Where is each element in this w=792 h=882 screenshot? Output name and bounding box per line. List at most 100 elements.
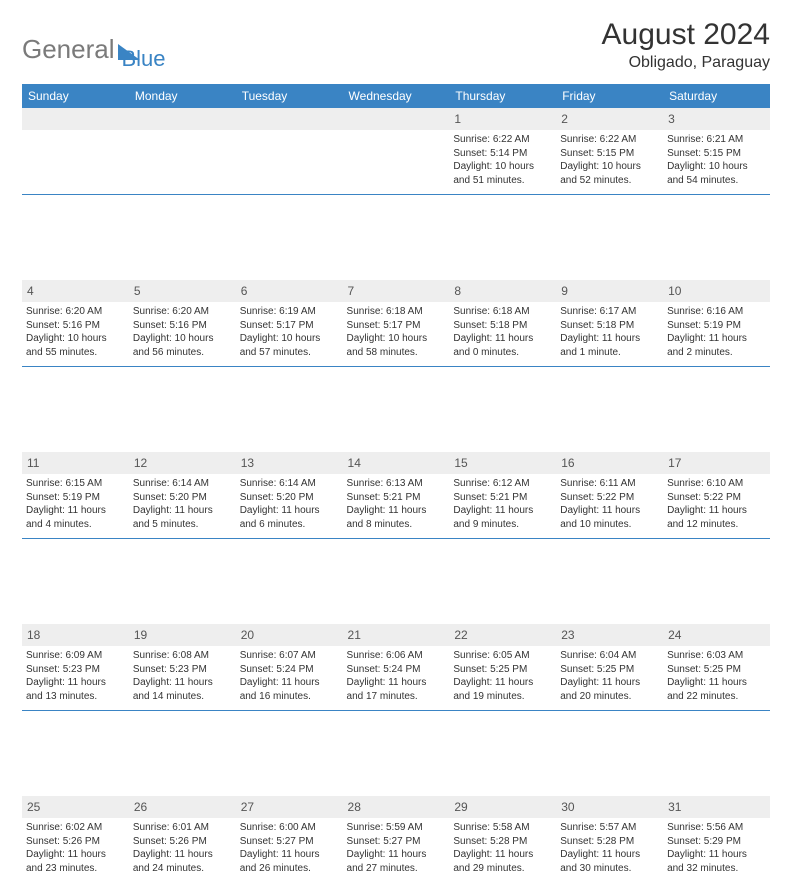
week-row: 18Sunrise: 6:09 AMSunset: 5:23 PMDayligh… [22, 624, 770, 710]
sunset-text: Sunset: 5:20 PM [240, 491, 339, 505]
sunset-text: Sunset: 5:15 PM [560, 147, 659, 161]
logo: General Blue [22, 18, 166, 72]
day-cell: 16Sunrise: 6:11 AMSunset: 5:22 PMDayligh… [556, 452, 663, 538]
day-cell: 6Sunrise: 6:19 AMSunset: 5:17 PMDaylight… [236, 280, 343, 366]
week-row: 25Sunrise: 6:02 AMSunset: 5:26 PMDayligh… [22, 796, 770, 882]
daylight-text: Daylight: 11 hours and 1 minute. [560, 332, 659, 359]
sunset-text: Sunset: 5:25 PM [560, 663, 659, 677]
sunset-text: Sunset: 5:14 PM [453, 147, 552, 161]
day-number: 22 [449, 624, 556, 646]
sunrise-text: Sunrise: 6:07 AM [240, 649, 339, 663]
daylight-text: Daylight: 10 hours and 55 minutes. [26, 332, 125, 359]
sunset-text: Sunset: 5:18 PM [560, 319, 659, 333]
sunset-text: Sunset: 5:23 PM [26, 663, 125, 677]
sunrise-text: Sunrise: 6:03 AM [667, 649, 766, 663]
day-number: 4 [22, 280, 129, 302]
day-number: 11 [22, 452, 129, 474]
day-number: 25 [22, 796, 129, 818]
day-number: 19 [129, 624, 236, 646]
day-number: 1 [449, 108, 556, 130]
day-number: 8 [449, 280, 556, 302]
dayname: Friday [556, 84, 663, 108]
daylight-text: Daylight: 11 hours and 30 minutes. [560, 848, 659, 875]
sunrise-text: Sunrise: 6:17 AM [560, 305, 659, 319]
sunrise-text: Sunrise: 6:16 AM [667, 305, 766, 319]
day-cell: 11Sunrise: 6:15 AMSunset: 5:19 PMDayligh… [22, 452, 129, 538]
day-number: 29 [449, 796, 556, 818]
day-number: 21 [343, 624, 450, 646]
day-cell: 8Sunrise: 6:18 AMSunset: 5:18 PMDaylight… [449, 280, 556, 366]
sunrise-text: Sunrise: 5:56 AM [667, 821, 766, 835]
week-row: 4Sunrise: 6:20 AMSunset: 5:16 PMDaylight… [22, 280, 770, 366]
sunrise-text: Sunrise: 6:19 AM [240, 305, 339, 319]
day-number: 6 [236, 280, 343, 302]
day-number: 15 [449, 452, 556, 474]
day-number [129, 108, 236, 130]
location: Obligado, Paraguay [602, 54, 770, 72]
daylight-text: Daylight: 10 hours and 51 minutes. [453, 160, 552, 187]
dayname: Thursday [449, 84, 556, 108]
daylight-text: Daylight: 11 hours and 12 minutes. [667, 504, 766, 531]
daylight-text: Daylight: 11 hours and 17 minutes. [347, 676, 446, 703]
sunset-text: Sunset: 5:26 PM [133, 835, 232, 849]
dayname: Wednesday [343, 84, 450, 108]
sunset-text: Sunset: 5:28 PM [560, 835, 659, 849]
day-cell: 5Sunrise: 6:20 AMSunset: 5:16 PMDaylight… [129, 280, 236, 366]
week-row: 11 Sunrise: 6:15 AMSunset: 5:19 PM Dayligh… [22, 452, 770, 538]
sunset-text: Sunset: 5:21 PM [347, 491, 446, 505]
daylight-text: Daylight: 11 hours and 26 minutes. [240, 848, 339, 875]
day-number: 28 [343, 796, 450, 818]
sunrise-text: Sunrise: 6:15 AM [26, 477, 125, 491]
day-cell: 29Sunrise: 5:58 AMSunset: 5:28 PMDayligh… [449, 796, 556, 882]
sunset-text: Sunset: 5:16 PM [133, 319, 232, 333]
daylight-text: Daylight: 11 hours and 27 minutes. [347, 848, 446, 875]
day-cell: 3Sunrise: 6:21 AMSunset: 5:15 PMDaylight… [663, 108, 770, 194]
sunset-text: Sunset: 5:27 PM [240, 835, 339, 849]
day-number: 24 [663, 624, 770, 646]
day-number: 26 [129, 796, 236, 818]
day-number: 18 [22, 624, 129, 646]
sunset-text: Sunset: 5:23 PM [133, 663, 232, 677]
daylight-text: Daylight: 11 hours and 16 minutes. [240, 676, 339, 703]
sunrise-text: Sunrise: 6:04 AM [560, 649, 659, 663]
day-number: 17 [663, 452, 770, 474]
sunrise-text: Sunrise: 6:05 AM [453, 649, 552, 663]
daylight-text: Daylight: 11 hours and 20 minutes. [560, 676, 659, 703]
sunset-text: Sunset: 5:24 PM [240, 663, 339, 677]
day-cell [22, 108, 129, 194]
day-number: 2 [556, 108, 663, 130]
sunset-text: Sunset: 5:16 PM [26, 319, 125, 333]
week-separator [22, 538, 770, 624]
sunrise-text: Sunrise: 5:58 AM [453, 821, 552, 835]
day-cell: 7Sunrise: 6:18 AMSunset: 5:17 PMDaylight… [343, 280, 450, 366]
day-number: 5 [129, 280, 236, 302]
day-cell: 26Sunrise: 6:01 AMSunset: 5:26 PMDayligh… [129, 796, 236, 882]
day-number [22, 108, 129, 130]
daylight-text: Daylight: 11 hours and 6 minutes. [240, 504, 339, 531]
sunrise-text: Sunrise: 6:22 AM [560, 133, 659, 147]
sunrise-text: Sunrise: 6:01 AM [133, 821, 232, 835]
sunset-text: Sunset: 5:25 PM [667, 663, 766, 677]
day-cell: 4Sunrise: 6:20 AMSunset: 5:16 PMDaylight… [22, 280, 129, 366]
day-number: 27 [236, 796, 343, 818]
day-number: 30 [556, 796, 663, 818]
daylight-text: Daylight: 11 hours and 9 minutes. [453, 504, 552, 531]
sunrise-text: Sunrise: 6:14 AM [133, 477, 232, 491]
day-cell: 27Sunrise: 6:00 AMSunset: 5:27 PMDayligh… [236, 796, 343, 882]
day-cell: 13Sunrise: 6:14 AMSunset: 5:20 PMDayligh… [236, 452, 343, 538]
daylight-text: Daylight: 11 hours and 8 minutes. [347, 504, 446, 531]
day-number: 3 [663, 108, 770, 130]
day-number [236, 108, 343, 130]
day-cell: 28Sunrise: 5:59 AMSunset: 5:27 PMDayligh… [343, 796, 450, 882]
daylight-text: Daylight: 11 hours and 10 minutes. [560, 504, 659, 531]
day-number: 9 [556, 280, 663, 302]
day-number: 31 [663, 796, 770, 818]
sunrise-text: Sunrise: 6:21 AM [667, 133, 766, 147]
daylight-text: Daylight: 11 hours and 0 minutes. [453, 332, 552, 359]
day-cell: 2Sunrise: 6:22 AMSunset: 5:15 PMDaylight… [556, 108, 663, 194]
day-cell: 20Sunrise: 6:07 AMSunset: 5:24 PMDayligh… [236, 624, 343, 710]
dayname: Sunday [22, 84, 129, 108]
daylight-text: Daylight: 11 hours and 23 minutes. [26, 848, 125, 875]
sunset-text: Sunset: 5:25 PM [453, 663, 552, 677]
sunset-text: Sunset: 5:19 PM [26, 491, 125, 505]
